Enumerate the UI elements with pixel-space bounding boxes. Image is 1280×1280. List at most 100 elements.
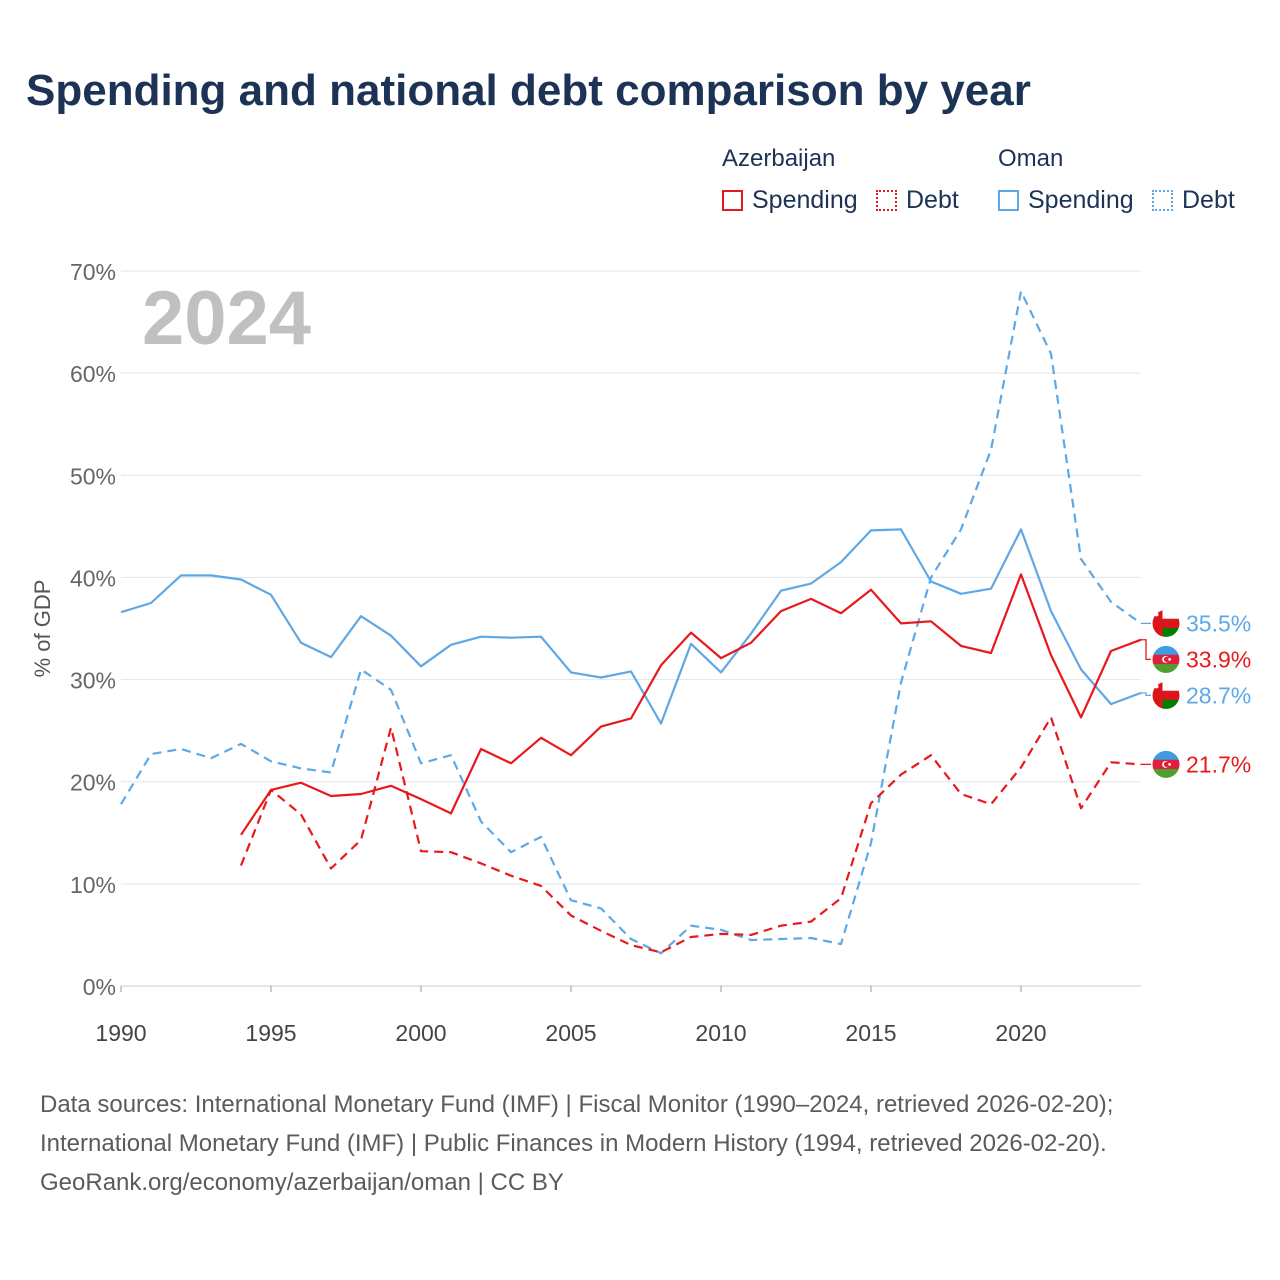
data-point-azerbaijan-debt — [838, 895, 844, 901]
data-point-azerbaijan-spending — [508, 760, 514, 766]
data-point-oman-debt — [118, 801, 124, 807]
data-point-oman-debt — [928, 574, 934, 580]
data-point-azerbaijan-debt — [538, 883, 544, 889]
data-point-oman-spending — [148, 600, 154, 606]
data-point-azerbaijan-debt — [508, 873, 514, 879]
data-point-oman-spending — [118, 609, 124, 615]
data-point-oman-debt — [298, 765, 304, 771]
legend-label-oman-debt: Debt — [1182, 186, 1235, 214]
data-point-oman-spending — [688, 641, 694, 647]
data-point-azerbaijan-spending — [778, 608, 784, 614]
legend-item-oman-spending[interactable]: Spending — [998, 186, 1134, 215]
data-point-oman-spending — [298, 640, 304, 646]
data-point-azerbaijan-spending — [238, 832, 244, 838]
y-tick-label: 60% — [70, 361, 116, 387]
data-point-oman-spending — [1018, 526, 1024, 532]
data-point-azerbaijan-spending — [748, 640, 754, 646]
data-point-azerbaijan-debt — [718, 931, 724, 937]
source-link[interactable]: GeoRank.org/economy/azerbaijan/oman | CC… — [40, 1169, 564, 1196]
data-point-oman-debt — [748, 937, 754, 943]
y-tick-label: 20% — [70, 770, 116, 796]
data-point-azerbaijan-debt — [688, 934, 694, 940]
data-point-azerbaijan-debt — [628, 942, 634, 948]
data-point-azerbaijan-spending — [868, 587, 874, 593]
y-tick-label: 0% — [83, 974, 116, 1000]
data-point-oman-debt — [148, 751, 154, 757]
series-line-azerbaijan-spending — [240, 573, 1142, 836]
data-point-oman-debt — [508, 849, 514, 855]
legend-item-azerbaijan-debt[interactable]: Debt — [876, 186, 959, 215]
x-tick-label: 2010 — [695, 1020, 746, 1046]
data-point-azerbaijan-spending — [418, 796, 424, 802]
series-line-azerbaijan-debt — [239, 716, 1142, 954]
legend-label-oman-spending: Spending — [1028, 186, 1134, 214]
data-point-oman-debt — [238, 741, 244, 747]
data-point-azerbaijan-spending — [718, 655, 724, 661]
data-point-oman-spending — [958, 591, 964, 597]
data-point-azerbaijan-spending — [988, 650, 994, 656]
legend-item-azerbaijan-spending[interactable]: Spending — [722, 186, 858, 215]
data-point-azerbaijan-debt — [898, 772, 904, 778]
data-point-oman-spending — [238, 576, 244, 582]
data-point-azerbaijan-spending — [598, 724, 604, 730]
legend-swatch-azerbaijan-spending — [722, 190, 743, 211]
data-point-azerbaijan-debt — [748, 932, 754, 938]
data-point-oman-spending — [268, 592, 274, 598]
data-point-azerbaijan-spending — [328, 793, 334, 799]
azerbaijan-flag-icon — [1151, 749, 1181, 779]
data-point-oman-debt — [838, 941, 844, 947]
data-point-oman-spending — [778, 588, 784, 594]
data-point-oman-spending — [808, 581, 814, 587]
data-point-azerbaijan-spending — [898, 620, 904, 626]
legend-label-azerbaijan-debt: Debt — [906, 186, 959, 214]
y-tick-label: 30% — [70, 668, 116, 694]
legend-swatch-azerbaijan-debt — [876, 190, 897, 211]
data-point-oman-spending — [358, 613, 364, 619]
data-point-oman-spending — [898, 526, 904, 532]
data-point-oman-debt — [358, 666, 364, 672]
data-point-azerbaijan-debt — [268, 787, 274, 793]
data-point-oman-debt — [328, 770, 334, 776]
data-point-oman-debt — [388, 687, 394, 693]
end-label-azerbaijan-debt: 21.7% — [1186, 751, 1251, 777]
data-point-azerbaijan-spending — [568, 752, 574, 758]
end-connector-oman-spending — [1141, 692, 1151, 697]
data-point-oman-debt — [868, 840, 874, 846]
data-point-oman-spending — [178, 572, 184, 578]
data-point-azerbaijan-spending — [298, 780, 304, 786]
data-point-oman-debt — [178, 746, 184, 752]
data-point-oman-spending — [1048, 608, 1054, 614]
data-point-azerbaijan-debt — [598, 928, 604, 934]
data-point-azerbaijan-debt — [1018, 764, 1024, 770]
end-connector-azerbaijan-spending — [1141, 639, 1151, 661]
data-point-azerbaijan-spending — [388, 783, 394, 789]
data-point-oman-debt — [1078, 556, 1084, 562]
data-point-azerbaijan-spending — [658, 662, 664, 668]
data-point-oman-debt — [1108, 599, 1114, 605]
data-point-oman-spending — [568, 669, 574, 675]
data-point-oman-spending — [478, 634, 484, 640]
data-point-azerbaijan-spending — [358, 791, 364, 797]
data-point-oman-spending — [448, 642, 454, 648]
x-tick-label: 1995 — [245, 1020, 296, 1046]
x-tick-label: 2000 — [395, 1020, 446, 1046]
data-point-azerbaijan-debt — [478, 860, 484, 866]
data-point-azerbaijan-debt — [298, 811, 304, 817]
data-point-azerbaijan-debt — [328, 866, 334, 872]
data-point-azerbaijan-debt — [808, 919, 814, 925]
legend-group-oman: Oman — [998, 145, 1064, 172]
data-point-oman-debt — [628, 936, 634, 942]
data-point-oman-spending — [1108, 701, 1114, 707]
data-point-oman-debt — [478, 819, 484, 825]
data-point-oman-debt — [1018, 288, 1024, 294]
data-point-oman-spending — [658, 720, 664, 726]
data-point-azerbaijan-debt — [388, 725, 394, 731]
data-point-oman-debt — [1048, 351, 1054, 357]
data-point-oman-debt — [538, 834, 544, 840]
data-point-azerbaijan-debt — [358, 837, 364, 843]
data-point-oman-debt — [598, 905, 604, 911]
legend-item-oman-debt[interactable]: Debt — [1152, 186, 1235, 215]
data-point-azerbaijan-spending — [1048, 652, 1054, 658]
data-point-azerbaijan-spending — [1108, 648, 1114, 654]
data-point-oman-spending — [538, 634, 544, 640]
